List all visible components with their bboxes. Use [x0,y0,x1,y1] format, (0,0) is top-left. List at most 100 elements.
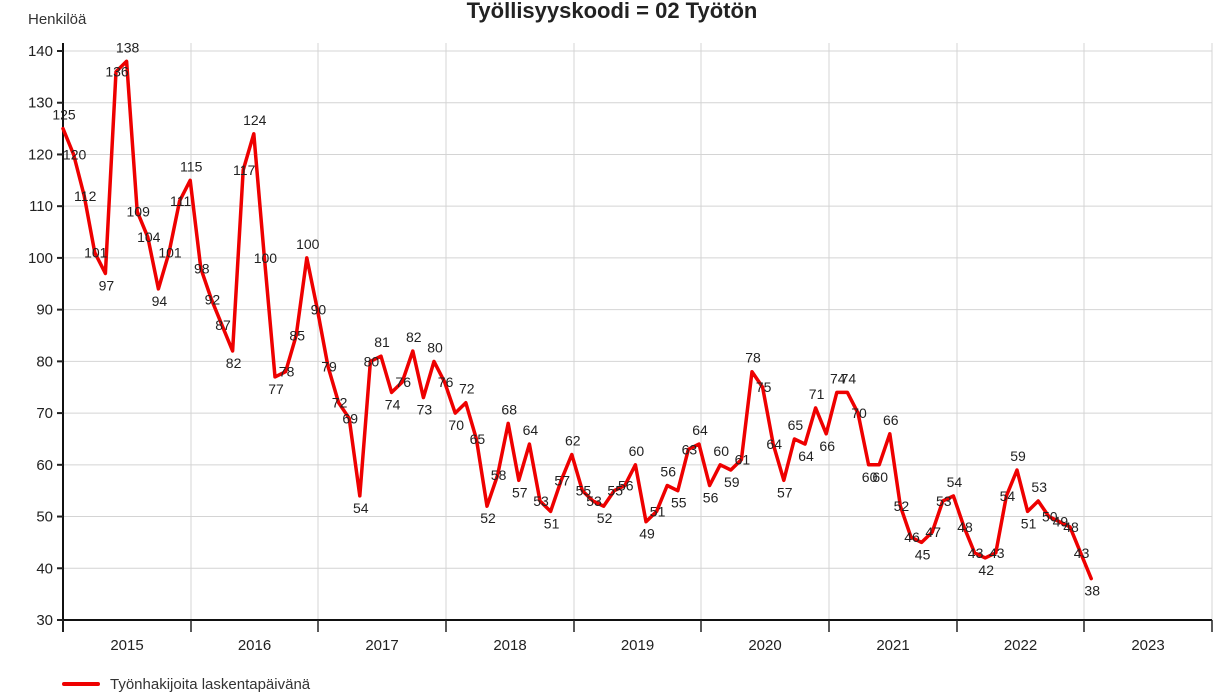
data-label: 66 [819,438,835,454]
data-label: 43 [1074,545,1090,561]
data-label: 60 [629,443,645,459]
data-label: 76 [395,374,411,390]
data-label: 72 [459,381,475,397]
legend-swatch [62,682,100,686]
data-label: 60 [713,443,729,459]
data-label: 136 [105,64,129,80]
data-label: 69 [342,410,358,426]
data-label: 101 [158,245,182,261]
data-label: 53 [586,493,602,509]
data-label: 115 [180,158,203,174]
data-label: 58 [491,467,507,483]
data-label: 52 [480,510,496,526]
data-label: 97 [99,277,115,293]
data-label: 60 [872,469,888,485]
data-label: 138 [116,39,140,55]
data-label: 101 [84,245,108,261]
data-label: 54 [353,500,369,516]
data-label: 51 [650,503,666,519]
y-tick-label: 130 [28,95,53,112]
data-label: 76 [438,374,454,390]
x-tick-label: 2019 [621,637,654,654]
data-label: 77 [268,381,284,397]
axes [57,43,1212,632]
data-label: 59 [1010,448,1026,464]
data-label: 81 [374,334,390,350]
y-tick-label: 60 [36,457,53,474]
data-label: 74 [385,396,401,412]
x-tick-label: 2016 [238,637,271,654]
y-tick-label: 90 [36,302,53,319]
data-label: 98 [194,260,210,276]
data-label: 66 [883,412,899,428]
data-label: 82 [226,355,242,371]
data-label: 51 [544,515,560,531]
data-label: 87 [215,317,231,333]
series-line [61,59,1093,581]
data-label: 53 [1031,479,1047,495]
data-label: 62 [565,432,581,448]
data-label: 43 [989,545,1005,561]
data-label: 111 [170,193,191,209]
data-label: 42 [978,562,994,578]
data-label: 57 [512,484,528,500]
data-label: 47 [925,524,941,540]
data-label: 68 [501,401,517,417]
x-tick-label: 2023 [1131,637,1164,654]
data-label: 45 [915,546,931,562]
y-tick-label: 70 [36,405,53,422]
data-label: 85 [289,328,305,344]
x-tick-label: 2018 [493,637,526,654]
y-axis-label: Henkilöä [28,11,87,28]
x-tick-label: 2020 [748,637,781,654]
data-label: 54 [1000,488,1016,504]
data-label: 55 [607,483,623,499]
x-axis-ticks: 2015 2016 2017 2018 2019 2020 2021 2022 2023 [62,620,1213,654]
x-tick-label: 2022 [1004,637,1037,654]
data-label: 104 [137,229,161,245]
y-tick-label: 80 [36,353,53,370]
data-label: 43 [968,545,984,561]
data-label: 46 [904,529,920,545]
data-label: 52 [597,510,613,526]
y-tick-label: 50 [36,509,53,526]
data-label: 117 [233,162,256,178]
data-label: 64 [766,436,782,452]
data-label: 73 [417,402,433,418]
data-label: 56 [703,490,719,506]
data-label: 112 [74,188,97,204]
data-label: 52 [894,498,910,514]
data-label: 57 [777,484,793,500]
data-label: 60 [862,469,878,485]
chart-title: Työllisyyskoodi = 02 Työtön [467,0,758,23]
data-label: 64 [692,422,708,438]
series-layer [61,59,1093,581]
y-tick-label: 100 [28,250,53,267]
data-label: 49 [1053,514,1069,530]
data-label: 65 [788,417,804,433]
data-label: 48 [957,519,973,535]
data-label: 53 [533,493,549,509]
y-tick-label: 110 [29,198,53,215]
data-label: 48 [1063,519,1079,535]
data-label: 100 [296,236,320,252]
data-label: 56 [618,478,634,494]
data-label: 124 [243,112,267,128]
grid [63,43,1213,620]
data-label: 70 [851,405,867,421]
data-label: 49 [639,526,655,542]
data-label: 75 [756,379,772,395]
data-label: 64 [798,448,814,464]
data-label: 53 [936,493,952,509]
y-tick-label: 140 [28,43,53,60]
data-label: 51 [1021,515,1037,531]
data-label: 80 [364,353,380,369]
data-label: 50 [1042,509,1058,525]
y-tick-label: 40 [36,560,53,577]
data-label: 55 [671,495,687,511]
data-labels: 125 120 112 101 97 136 138 109 104 94 101 111 115 98 9… [52,39,1100,598]
x-tick-label: 2021 [876,637,909,654]
x-tick-label: 2017 [365,637,398,654]
legend: Työnhakijoita laskentapäivänä [62,674,310,694]
